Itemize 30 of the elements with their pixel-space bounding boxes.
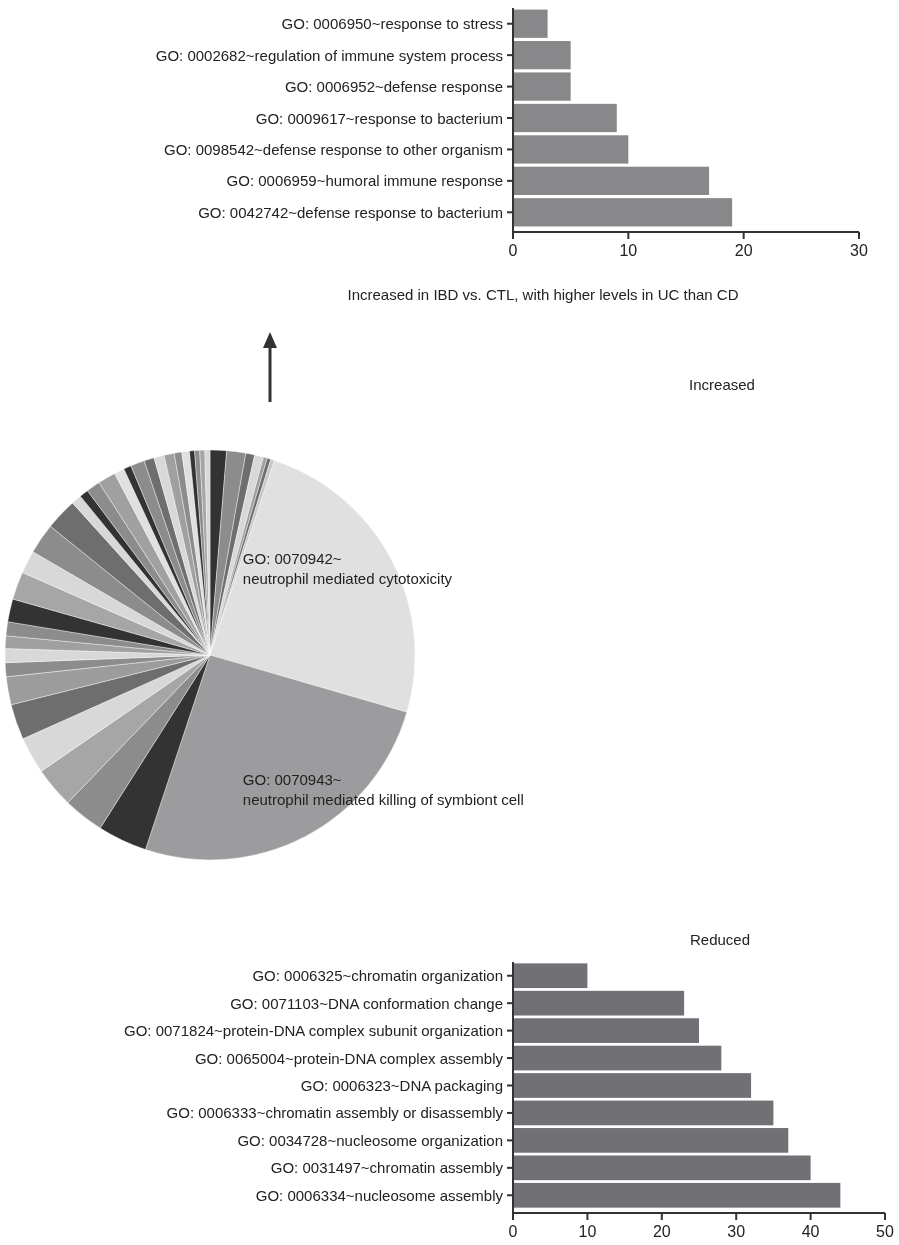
x-tick-label: 30 xyxy=(850,242,868,259)
x-tick-label: 50 xyxy=(876,1223,894,1240)
x-tick-label: 20 xyxy=(652,1223,671,1240)
y-tick-label: GO: 0006323~DNA packaging xyxy=(300,1077,503,1094)
y-tick-label: GO: 0098542~defense response to other organism xyxy=(164,140,503,158)
x-tick-label: 0 xyxy=(508,1223,518,1240)
y-tick-label: GO: 0071824~protein-DNA complex subunit organization xyxy=(124,1022,503,1040)
y-tick-label: GO: 0009617~response to bacterium xyxy=(255,109,503,127)
chart-title: Reduced xyxy=(689,931,751,948)
x-tick-label: 20 xyxy=(734,242,753,259)
x-tick-label: 10 xyxy=(578,1223,597,1240)
y-tick-label: GO: 0006334~nucleosome assembly xyxy=(255,1186,504,1204)
y-tick-label: GO: 0006952~defense response xyxy=(284,78,503,96)
x-tick-label: 0 xyxy=(508,242,518,259)
text: Increased xyxy=(689,376,755,393)
y-tick-label: GO: 0031497~chromatin assembly xyxy=(270,1159,504,1177)
y-tick-label: GO: 0006333~chromatin assembly or disassembly xyxy=(166,1104,504,1122)
slice-label: GO: 0070942~neutrophil mediated cytotoxicity xyxy=(242,549,453,587)
y-tick-label: GO: 0002682~regulation of immune system process xyxy=(155,46,503,64)
y-tick-label: GO: 0065004~protein-DNA complex assembly xyxy=(194,1049,504,1067)
y-tick-label: GO: 0071103~DNA conformation change xyxy=(230,994,503,1012)
y-tick-label: GO: 0034728~nucleosome organization xyxy=(237,1131,503,1149)
y-tick-label: GO: 0006325~chromatin organization xyxy=(252,967,503,985)
x-tick-label: 40 xyxy=(801,1223,820,1240)
x-tick-label: 10 xyxy=(619,242,638,259)
y-tick-label: GO: 0006959~humoral immune response xyxy=(226,172,503,190)
y-tick-label: GO: 0042742~defense response to bacterium xyxy=(198,203,503,221)
text: Increased in IBD vs. CTL, with higher levels in UC than CD xyxy=(347,286,739,303)
x-tick-label: 30 xyxy=(727,1223,746,1240)
y-tick-label: GO: 0006950~response to stress xyxy=(281,15,503,33)
